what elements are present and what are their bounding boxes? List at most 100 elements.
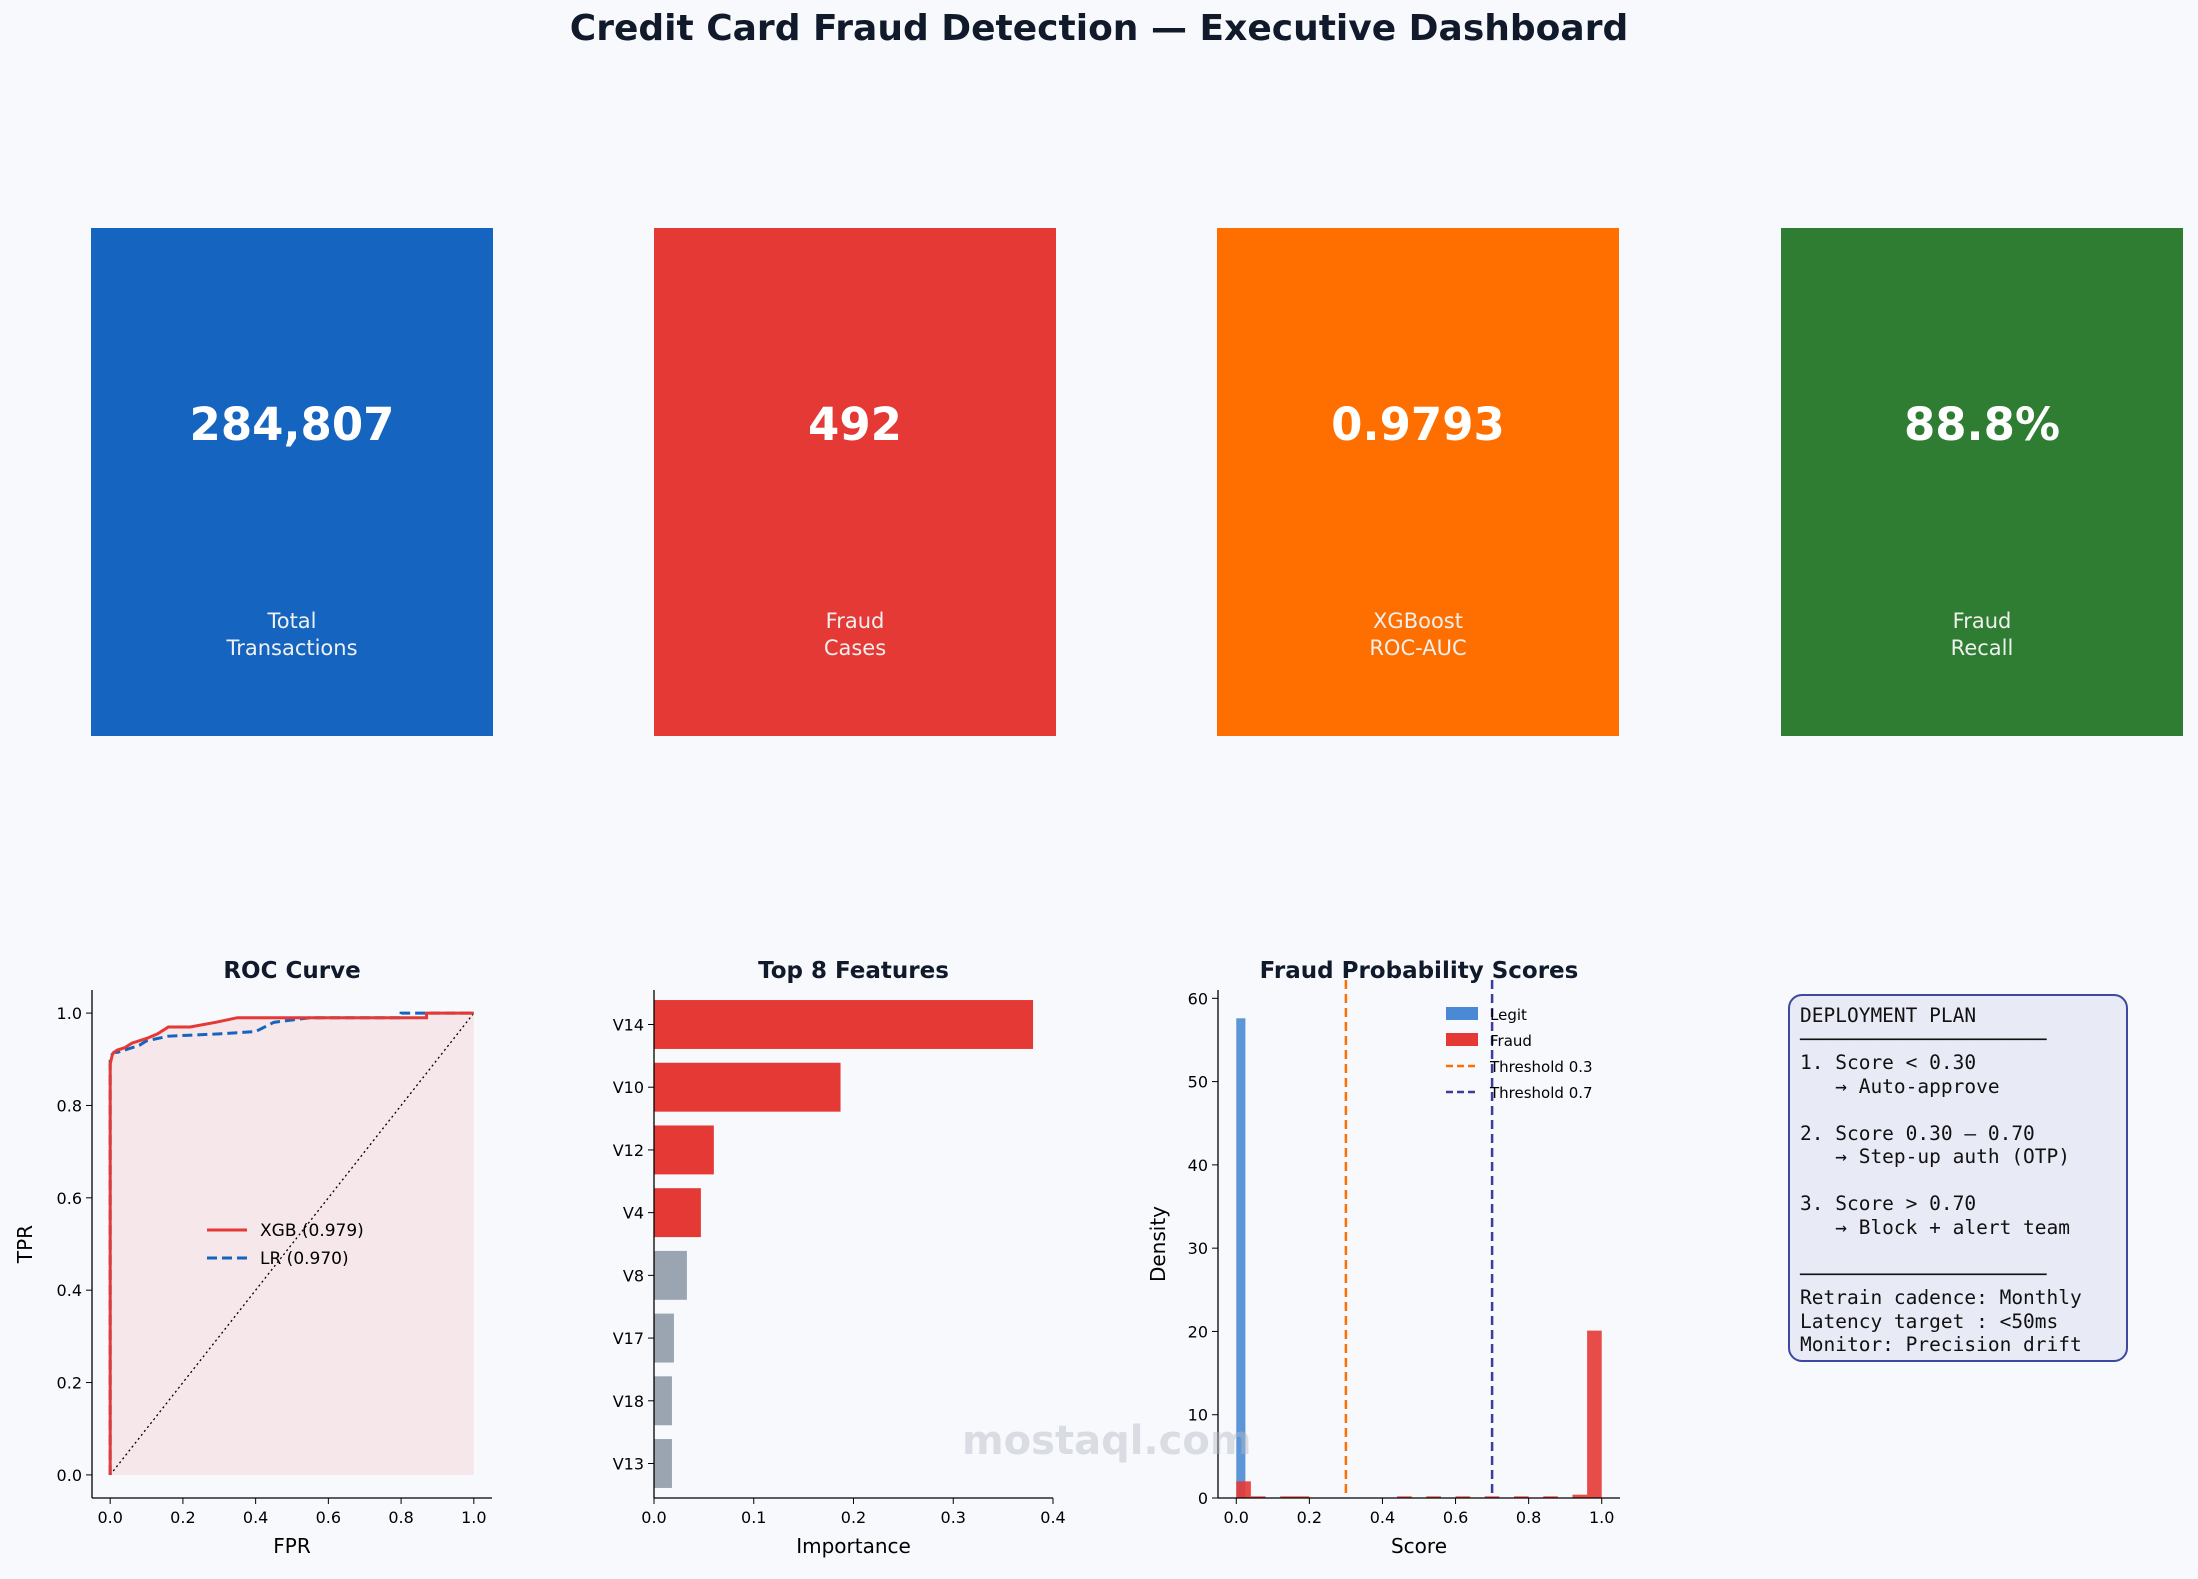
bar-v14 — [654, 1000, 1034, 1049]
legend-label: Threshold 0.3 — [1489, 1058, 1593, 1076]
x-tick-label: 0.0 — [1224, 1508, 1249, 1527]
legend-label: LR (0.970) — [260, 1249, 349, 1269]
y-tick-label: V18 — [613, 1392, 644, 1411]
y-tick-label: 0 — [1198, 1489, 1208, 1508]
y-tick-label: V14 — [613, 1015, 644, 1034]
plan-line: Monitor: Precision drift — [1800, 1333, 2082, 1356]
roc-chart: ROC Curve 0.0 0.2 0.4 0.6 0.8 1.0 0.0 0.2 0.4 0.6 0… — [13, 958, 492, 1558]
y-tick-label: 60 — [1188, 989, 1208, 1008]
bar-v12 — [654, 1125, 714, 1175]
plan-line: 2. Score 0.30 – 0.70 — [1800, 1121, 2035, 1145]
y-tick-label: 0.0 — [57, 1466, 82, 1485]
bar-v18 — [654, 1376, 672, 1426]
plan-line — [1800, 1169, 2116, 1193]
kpi-total-transactions: 284,807 Total Transactions — [91, 228, 493, 736]
y-tick-label: 50 — [1188, 1073, 1208, 1092]
y-tick-label: 40 — [1188, 1156, 1208, 1175]
y-tick-label: 0.4 — [57, 1281, 82, 1300]
hist-bar-fraud — [1455, 1496, 1471, 1498]
y-tick-label: 0.2 — [57, 1374, 82, 1393]
kpi-label: Fraud Cases — [823, 609, 887, 660]
bar-v8 — [654, 1250, 687, 1300]
y-tick-label: 1.0 — [57, 1004, 82, 1023]
x-tick-label: 1.0 — [461, 1508, 486, 1527]
x-axis-label: FPR — [273, 1534, 311, 1558]
plan-line: → Step-up auth (OTP) — [1800, 1145, 2071, 1168]
y-tick-label: V8 — [623, 1266, 644, 1285]
y-tick-label: V12 — [613, 1141, 644, 1160]
hist-bar-fraud — [1397, 1496, 1412, 1498]
plan-line: ───────────────────── — [1800, 1262, 2047, 1286]
roc-area-fill — [110, 1013, 474, 1475]
legend-label: Threshold 0.7 — [1489, 1084, 1593, 1102]
plan-line: → Block + alert team — [1800, 1215, 2071, 1239]
kpi-label: XGBoost ROC-AUC — [1369, 609, 1467, 660]
hist-bar-fraud — [1250, 1496, 1266, 1498]
y-axis-label: TPR — [13, 1225, 37, 1264]
plan-line: → Auto-approve — [1800, 1074, 2000, 1098]
legend-label: Legit — [1490, 1006, 1527, 1024]
plan-line: 1. Score < 0.30 — [1800, 1051, 1977, 1074]
bar-v13 — [654, 1439, 672, 1488]
bar-v10 — [654, 1062, 841, 1112]
kpi-value: 492 — [808, 398, 902, 451]
x-tick-label: 0.0 — [641, 1508, 666, 1527]
y-tick-label: 0.8 — [57, 1096, 82, 1115]
roc-line-xgb — [108, 1011, 474, 1475]
x-tick-label: 0.4 — [1370, 1508, 1395, 1527]
legend-label: XGB (0.979) — [260, 1221, 364, 1241]
hist-bar-fraud — [1543, 1496, 1558, 1498]
x-tick-label: 0.8 — [1516, 1508, 1541, 1527]
y-tick-label: V17 — [613, 1329, 644, 1348]
hist-bar-legit — [1236, 1018, 1246, 1498]
y-tick-label: 20 — [1188, 1322, 1208, 1341]
feature-importance-chart: Top 8 Features V14 V10 V12 V4 V8 V17 V18 V13 0.0 0… — [613, 958, 1066, 1558]
x-tick-label: 0.6 — [316, 1508, 341, 1527]
plan-line: Retrain cadence: Monthly — [1800, 1286, 2082, 1309]
x-tick-label: 0.2 — [1297, 1508, 1322, 1527]
plan-line: Latency target : <50ms — [1800, 1309, 2059, 1333]
kpi-value: 284,807 — [189, 398, 395, 451]
kpi-label: Total Transactions — [226, 609, 358, 660]
plan-line: DEPLOYMENT PLAN — [1800, 1004, 1977, 1027]
chart-title: Top 8 Features — [758, 958, 949, 984]
kpi-fraud-recall: 88.8% Fraud Recall — [1781, 228, 2183, 736]
hist-bar-fraud — [1572, 1494, 1588, 1498]
score-histogram-chart: Fraud Probability Scores 0.0 0.2 0.4 0.6 0.8 1… — [1146, 958, 1620, 1558]
hist-bar-fraud — [1236, 1481, 1251, 1498]
bar-v17 — [654, 1313, 674, 1363]
y-tick-label: V10 — [613, 1078, 644, 1097]
x-tick-label: 0.4 — [243, 1508, 268, 1527]
y-tick-label: 10 — [1188, 1406, 1208, 1425]
x-tick-label: 0.4 — [1040, 1508, 1065, 1527]
legend-swatch — [1446, 1007, 1478, 1020]
plan-line — [1800, 1098, 2116, 1122]
bar-v4 — [654, 1188, 701, 1238]
x-tick-label: 0.6 — [1443, 1508, 1468, 1527]
x-tick-label: 0.8 — [388, 1508, 413, 1527]
legend-label: Fraud — [1490, 1032, 1532, 1050]
y-axis-label: Density — [1146, 1206, 1170, 1282]
legend-swatch — [1446, 1033, 1478, 1046]
plan-line: ───────────────────── — [1800, 1027, 2047, 1051]
x-tick-label: 0.1 — [741, 1508, 766, 1527]
x-axis-label: Importance — [796, 1534, 911, 1558]
dashboard-title: Credit Card Fraud Detection — Executive … — [569, 8, 1629, 49]
x-tick-label: 1.0 — [1589, 1508, 1614, 1527]
kpi-roc-auc: 0.9793 XGBoost ROC-AUC — [1217, 228, 1619, 736]
y-tick-label: V13 — [613, 1455, 644, 1474]
kpi-value: 0.9793 — [1331, 398, 1505, 451]
kpi-fraud-cases: 492 Fraud Cases — [654, 228, 1056, 736]
hist-bar-fraud — [1484, 1496, 1500, 1498]
x-tick-label: 0.2 — [841, 1508, 866, 1527]
x-tick-label: 0.2 — [170, 1508, 195, 1527]
chart-title: ROC Curve — [223, 958, 360, 984]
plan-line: 3. Score > 0.70 — [1800, 1192, 1977, 1215]
x-tick-label: 0.3 — [941, 1508, 966, 1527]
kpi-value: 88.8% — [1903, 398, 2061, 451]
hist-bar-fraud — [1294, 1496, 1310, 1498]
y-tick-label: 30 — [1188, 1239, 1208, 1258]
hist-bar-fraud — [1587, 1330, 1602, 1498]
chart-title: Fraud Probability Scores — [1260, 958, 1579, 984]
deployment-plan-box: DEPLOYMENT PLAN ───────────────────── 1. S… — [1788, 994, 2128, 1362]
